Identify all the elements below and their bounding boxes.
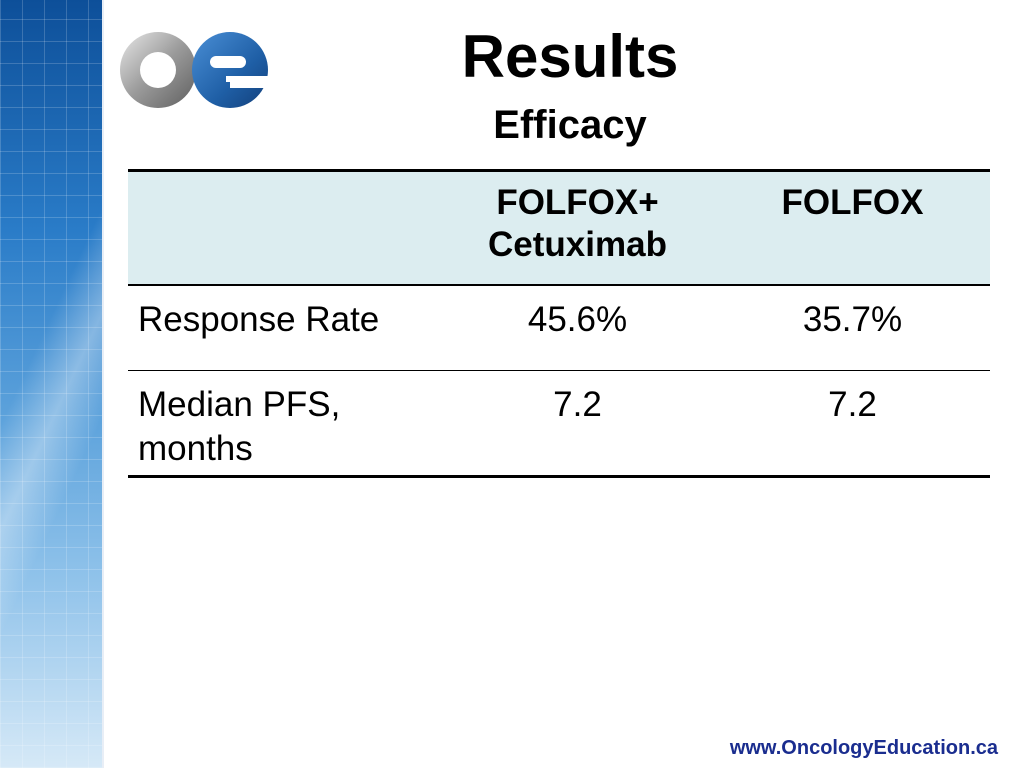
header-folfox: FOLFOX — [781, 183, 924, 222]
side-divider — [102, 0, 104, 768]
table-row: Response Rate 45.6% 35.7% — [128, 285, 990, 371]
cell-value: 35.7% — [715, 285, 990, 371]
row-label-response-rate: Response Rate — [128, 285, 440, 371]
table-header-row: FOLFOX+ Cetuximab FOLFOX — [128, 170, 990, 286]
header-folfox-cetuximab: FOLFOX+ Cetuximab — [488, 183, 667, 264]
oe-logo-icon — [106, 20, 281, 120]
cell-value: 7.2 — [715, 370, 990, 478]
header-empty-cell — [128, 171, 440, 286]
footer-url-link[interactable]: www.OncologyEducation.ca — [729, 737, 998, 759]
table-row: Median PFS, months 7.2 7.2 — [128, 370, 990, 478]
efficacy-table: FOLFOX+ Cetuximab FOLFOX Response Rate 4… — [128, 169, 990, 478]
side-decoration-band — [0, 0, 102, 768]
row-label-median-pfs: Median PFS, months — [128, 370, 440, 478]
slide-title: Results — [461, 23, 679, 90]
cell-value: 7.2 — [440, 370, 715, 478]
cell-value: 45.6% — [440, 285, 715, 371]
slide-subtitle: Efficacy — [493, 103, 647, 147]
